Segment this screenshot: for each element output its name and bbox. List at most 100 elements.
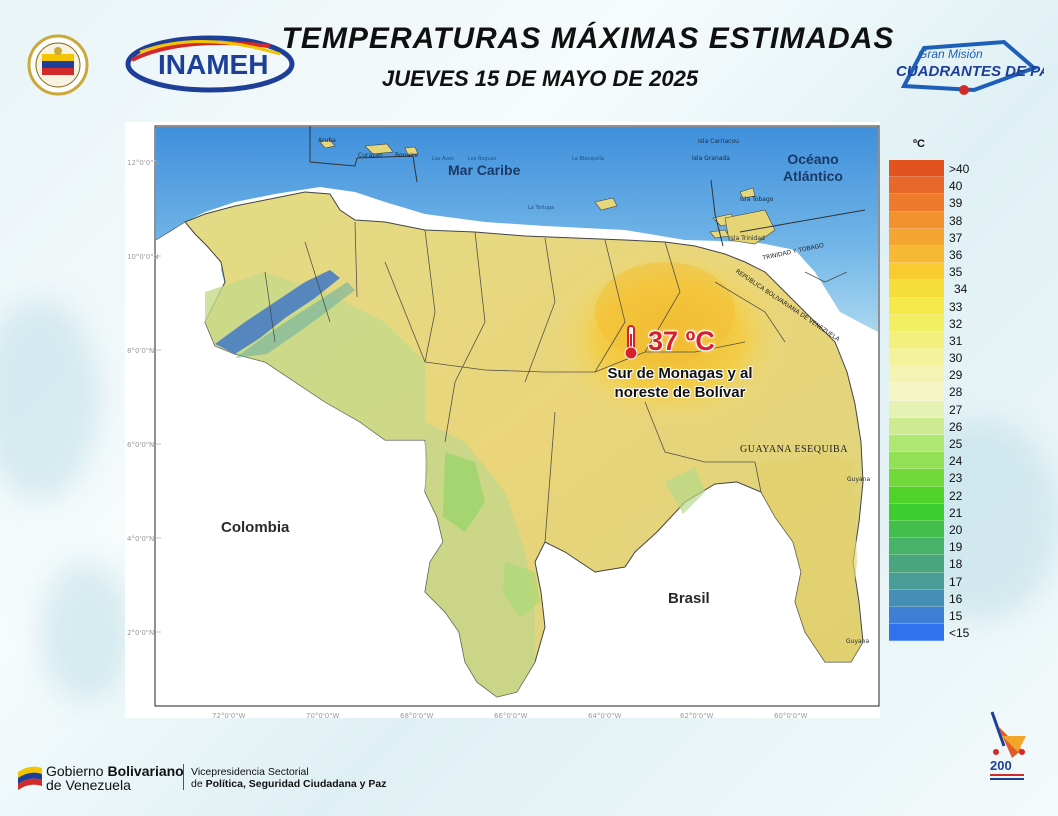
- legend-swatch: [889, 606, 944, 625]
- legend-label: 27: [949, 402, 963, 417]
- inameh-logo: INAMEH: [120, 30, 295, 98]
- legend-row: 34: [889, 280, 999, 298]
- protection-civil-seal-logo: [20, 34, 96, 96]
- legend-label: 28: [949, 385, 963, 400]
- vice-line-2a: de: [191, 778, 206, 790]
- svg-text:Gran Misión: Gran Misión: [918, 47, 983, 61]
- page-title: TEMPERATURAS MÁXIMAS ESTIMADAS: [281, 22, 895, 55]
- legend-label: 17: [949, 574, 963, 589]
- legend-swatch: [889, 280, 944, 298]
- venezuela-flag-icon: [16, 762, 44, 790]
- legend-swatch: [889, 503, 944, 521]
- legend-label: 23: [949, 471, 963, 486]
- page-date: JUEVES 15 DE MAYO DE 2025: [381, 66, 699, 91]
- thermometer-icon: [620, 324, 642, 362]
- svg-text:CUADRANTES DE PAZ: CUADRANTES DE PAZ: [896, 63, 1044, 80]
- vicepresidencia-text: Vicepresidencia Sectorial de Política, S…: [191, 766, 387, 790]
- latitude-label: 2°0'0"N: [127, 629, 155, 637]
- legend-row: 35: [889, 263, 999, 281]
- legend-label: 24: [949, 454, 963, 469]
- legend-swatch: [889, 245, 944, 264]
- legend-row: 38: [889, 211, 999, 229]
- legend-label: 20: [949, 522, 963, 537]
- legend-label: 38: [949, 213, 963, 228]
- legend-swatch: [889, 572, 944, 590]
- legend-swatch: [889, 555, 944, 573]
- legend-label: 21: [949, 505, 963, 520]
- location-line-2: noreste de Bolívar: [614, 384, 746, 401]
- longitude-label: 72°0'0"W: [212, 712, 246, 720]
- gob-line-2: de Venezuela: [46, 777, 131, 793]
- longitude-label: 62°0'0"W: [680, 712, 714, 720]
- longitude-label: 70°0'0"W: [306, 712, 340, 720]
- legend-label: 31: [949, 333, 963, 348]
- legend-row: 21: [889, 503, 999, 521]
- gran-mision-cuadrantes-de-paz-logo: Gran Misión CUADRANTES DE PAZ: [884, 28, 1058, 102]
- sea-label-caribe: Mar Caribe: [448, 162, 521, 178]
- legend-swatch: [889, 211, 944, 229]
- legend-label: 19: [949, 540, 963, 555]
- legend-label: 33: [949, 299, 963, 314]
- legend-swatch: [889, 417, 944, 435]
- legend-row: <15: [889, 624, 999, 642]
- legend-row: 25: [889, 435, 999, 453]
- legend-label: 34: [954, 282, 968, 297]
- legend-row: 32: [889, 314, 999, 332]
- legend-row: 16: [889, 589, 999, 607]
- legend-swatch: [889, 452, 944, 470]
- legend-swatch: [889, 314, 944, 332]
- legend-label: <15: [949, 626, 970, 641]
- legend-swatch: [889, 263, 944, 281]
- legend-label: >40: [949, 162, 970, 176]
- bicentenario-ayacucho-logo: 200: [982, 706, 1034, 790]
- legend-row: 17: [889, 572, 999, 590]
- legend-label: 15: [949, 608, 963, 623]
- legend-swatch: [889, 589, 944, 607]
- latitude-label: 10°0'0"N: [127, 253, 159, 261]
- legend-label: 40: [949, 179, 963, 194]
- legend-swatch: [889, 228, 944, 246]
- country-label-colombia: Colombia: [221, 519, 290, 536]
- legend-label: 36: [949, 247, 963, 262]
- place-label: Guyana: [846, 638, 870, 645]
- legend-row: 30: [889, 349, 999, 367]
- max-temperature-location: Sur de Monagas y al noreste de Bolívar: [580, 364, 780, 402]
- temperature-map: [125, 122, 880, 718]
- longitude-label: 68°0'0"W: [400, 712, 434, 720]
- legend-label: 30: [949, 351, 963, 366]
- temperature-legend: >40 40 39 38 37 36 35 34 33 32 31 30 29 28 27 26 25 24 23 2…: [889, 160, 999, 642]
- legend-row: 39: [889, 194, 999, 212]
- legend-swatch: [889, 624, 944, 642]
- latitude-label: 4°0'0"N: [127, 535, 155, 543]
- legend-label: 29: [949, 368, 963, 383]
- legend-label: 35: [949, 265, 963, 280]
- vice-line-1: Vicepresidencia Sectorial: [191, 766, 309, 778]
- place-label: Isla Carriacou: [698, 138, 739, 145]
- legend-label: 37: [949, 230, 963, 245]
- longitude-label: 64°0'0"W: [588, 712, 622, 720]
- legend-label: 16: [949, 591, 963, 606]
- country-label-brasil: Brasil: [668, 590, 710, 607]
- legend-row: 26: [889, 417, 999, 435]
- legend-swatch: [889, 435, 944, 453]
- legend-swatch: [889, 400, 944, 418]
- legend-row: 20: [889, 520, 999, 539]
- legend-swatch: [889, 469, 944, 487]
- longitude-label: 66°0'0"W: [494, 712, 528, 720]
- gob-line-1b: Bolivariano: [107, 763, 184, 779]
- legend-swatch: [889, 520, 944, 539]
- legend-label: 39: [949, 196, 963, 211]
- legend-swatch: [889, 383, 944, 401]
- legend-row: 27: [889, 400, 999, 418]
- place-label: La Blanquilla: [572, 156, 605, 162]
- legend-label: 32: [949, 316, 963, 331]
- legend-label: 26: [949, 419, 963, 434]
- legend-swatch: [889, 538, 944, 556]
- gob-line-1a: Gobierno: [46, 763, 108, 779]
- legend-row: 36: [889, 245, 999, 264]
- legend-row: 33: [889, 297, 999, 315]
- gobierno-bolivariano-text: Gobierno Bolivariano de Venezuela: [46, 764, 184, 792]
- legend-row: 19: [889, 538, 999, 556]
- place-label: Isla Trinidad: [729, 235, 765, 242]
- legend-row: 29: [889, 366, 999, 384]
